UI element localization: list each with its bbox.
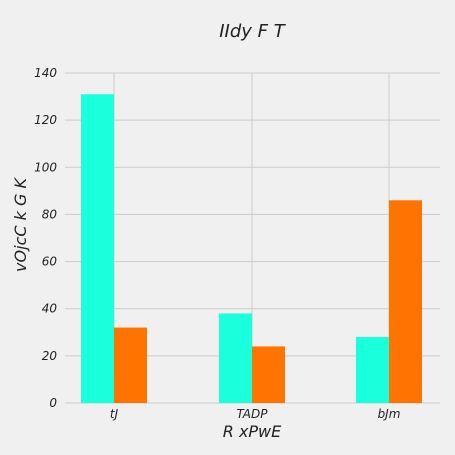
x-axis-label: R xPwE (223, 422, 282, 441)
y-tick-label: 40 (42, 302, 58, 316)
x-tick-label: bJm (378, 407, 401, 421)
bar-series2-bJm (389, 200, 422, 403)
y-tick-label: 140 (34, 66, 57, 80)
y-tick-label: 100 (34, 160, 57, 174)
x-tick-label: TADP (237, 407, 269, 421)
bars (81, 94, 422, 403)
y-axis-ticks: 0 20 40 60 80 100 120 140 (34, 66, 57, 410)
bar-series2-tJ (114, 327, 147, 403)
y-tick-label: 120 (34, 113, 57, 127)
y-tick-label: 0 (49, 396, 57, 410)
y-tick-label: 60 (42, 255, 58, 269)
x-tick-label: tJ (110, 407, 119, 421)
bar-series1-tJ (81, 94, 114, 403)
chart-title: IIdy F T (219, 21, 286, 42)
y-tick-label: 20 (42, 349, 58, 363)
bar-series2-TADP (252, 346, 285, 403)
y-tick-label: 80 (42, 207, 58, 221)
bar-series1-TADP (219, 313, 252, 403)
y-axis-label: vOjcC k G K (11, 177, 30, 272)
x-axis-ticks: tJ TADP bJm (110, 407, 401, 421)
bar-series1-bJm (356, 337, 389, 403)
